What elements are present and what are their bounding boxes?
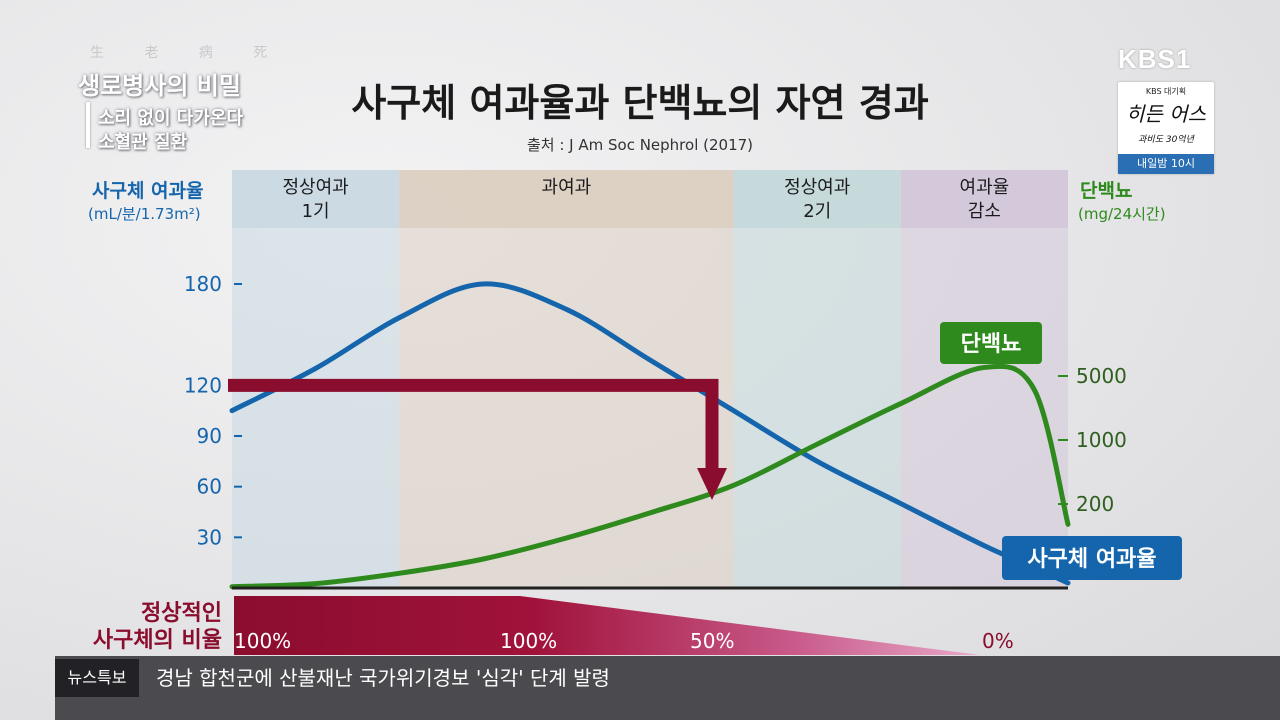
show-logo-name: 생로병사의 비밀 [78,72,241,100]
ratio-value: 0% [982,629,1014,653]
left-axis-tick-label: 120 [184,373,222,397]
ticker-headline: 경남 합천군에 산불재난 국가위기경보 '심각' 단계 발령 [156,666,610,690]
gfr-series-line [229,281,1071,586]
right-axis-unit: (mg/24시간) [1078,205,1166,223]
series-badge-label: 사구체 여과율 [1027,547,1156,572]
left-axis-tick-label: 180 [184,272,222,296]
ticker-label: 뉴스특보 [55,659,139,697]
stage-label-sub: 1기 [302,201,330,222]
show-logo: 生 老 病 死 생로병사의 비밀 소리 없이 다가온다 소혈관 질환 [70,42,300,157]
series-badge [940,322,1042,364]
stage-label: 정상여과 [784,177,850,198]
left-axis-label: 사구체 여과율 [92,180,204,202]
promo-badge: KBS 대기획 히든 어스 과비도 30억년 내일밤 10시 [1118,82,1214,174]
stage-header-background [399,170,734,228]
left-axis-tick-label: 60 [197,475,222,499]
stage-background [733,170,901,588]
episode-title-line1: 소리 없이 다가온다 [98,108,244,129]
ratio-label: 정상적인 [141,601,222,626]
left-axis-tick-label: 30 [197,525,222,549]
promo-title: 히든 어스 [1126,102,1206,126]
stage-label-sub: 2기 [803,201,831,222]
stage-label-sub: 감소 [968,201,1001,222]
show-logo-hanja: 生 老 病 死 [90,45,286,61]
promo-schedule: 내일밤 10시 [1118,154,1214,174]
annotation-arrow-head [697,468,727,500]
right-axis-tick-label: 1000 [1076,428,1127,452]
series-badge [1002,536,1182,580]
episode-title-line2: 소혈관 질환 [98,132,188,153]
stage-label: 여과율 [960,177,1010,198]
right-axis-tick-label: 5000 [1076,364,1127,388]
proteinuria-series-line [229,363,1071,590]
ratio-value: 50% [690,629,734,653]
promo-subtitle: 과비도 30억년 [1138,135,1194,145]
series-badge-label: 단백뇨 [961,332,1022,357]
ratio-label-sub: 사구체의 비율 [93,628,222,653]
stage-header-background [733,170,901,228]
stage-label: 과여과 [542,177,592,198]
show-logo-divider [86,102,90,148]
left-axis-tick-label: 90 [197,424,222,448]
right-axis-label: 단백뇨 [1080,180,1132,202]
annotation-arrow-line [228,378,719,470]
ratio-band [234,596,980,655]
chart-source: 출처 : J Am Soc Nephrol (2017) [526,136,754,154]
ratio-value: 100% [500,629,557,653]
stage-header-background [232,170,400,228]
stage-background [900,170,1068,588]
left-axis-unit: (mL/분/1.73m²) [88,205,201,223]
stage-header-background [900,170,1068,228]
promo-line1: KBS 대기획 [1145,87,1187,96]
news-ticker [55,656,1280,720]
right-axis-tick-label: 200 [1076,492,1114,516]
chart-title: 사구체 여과율과 단백뇨의 자연 경과 [351,81,929,125]
ratio-value: 100% [234,629,291,653]
channel-logo: KBS1 [1118,44,1192,74]
stage-label: 정상여과 [282,177,348,198]
